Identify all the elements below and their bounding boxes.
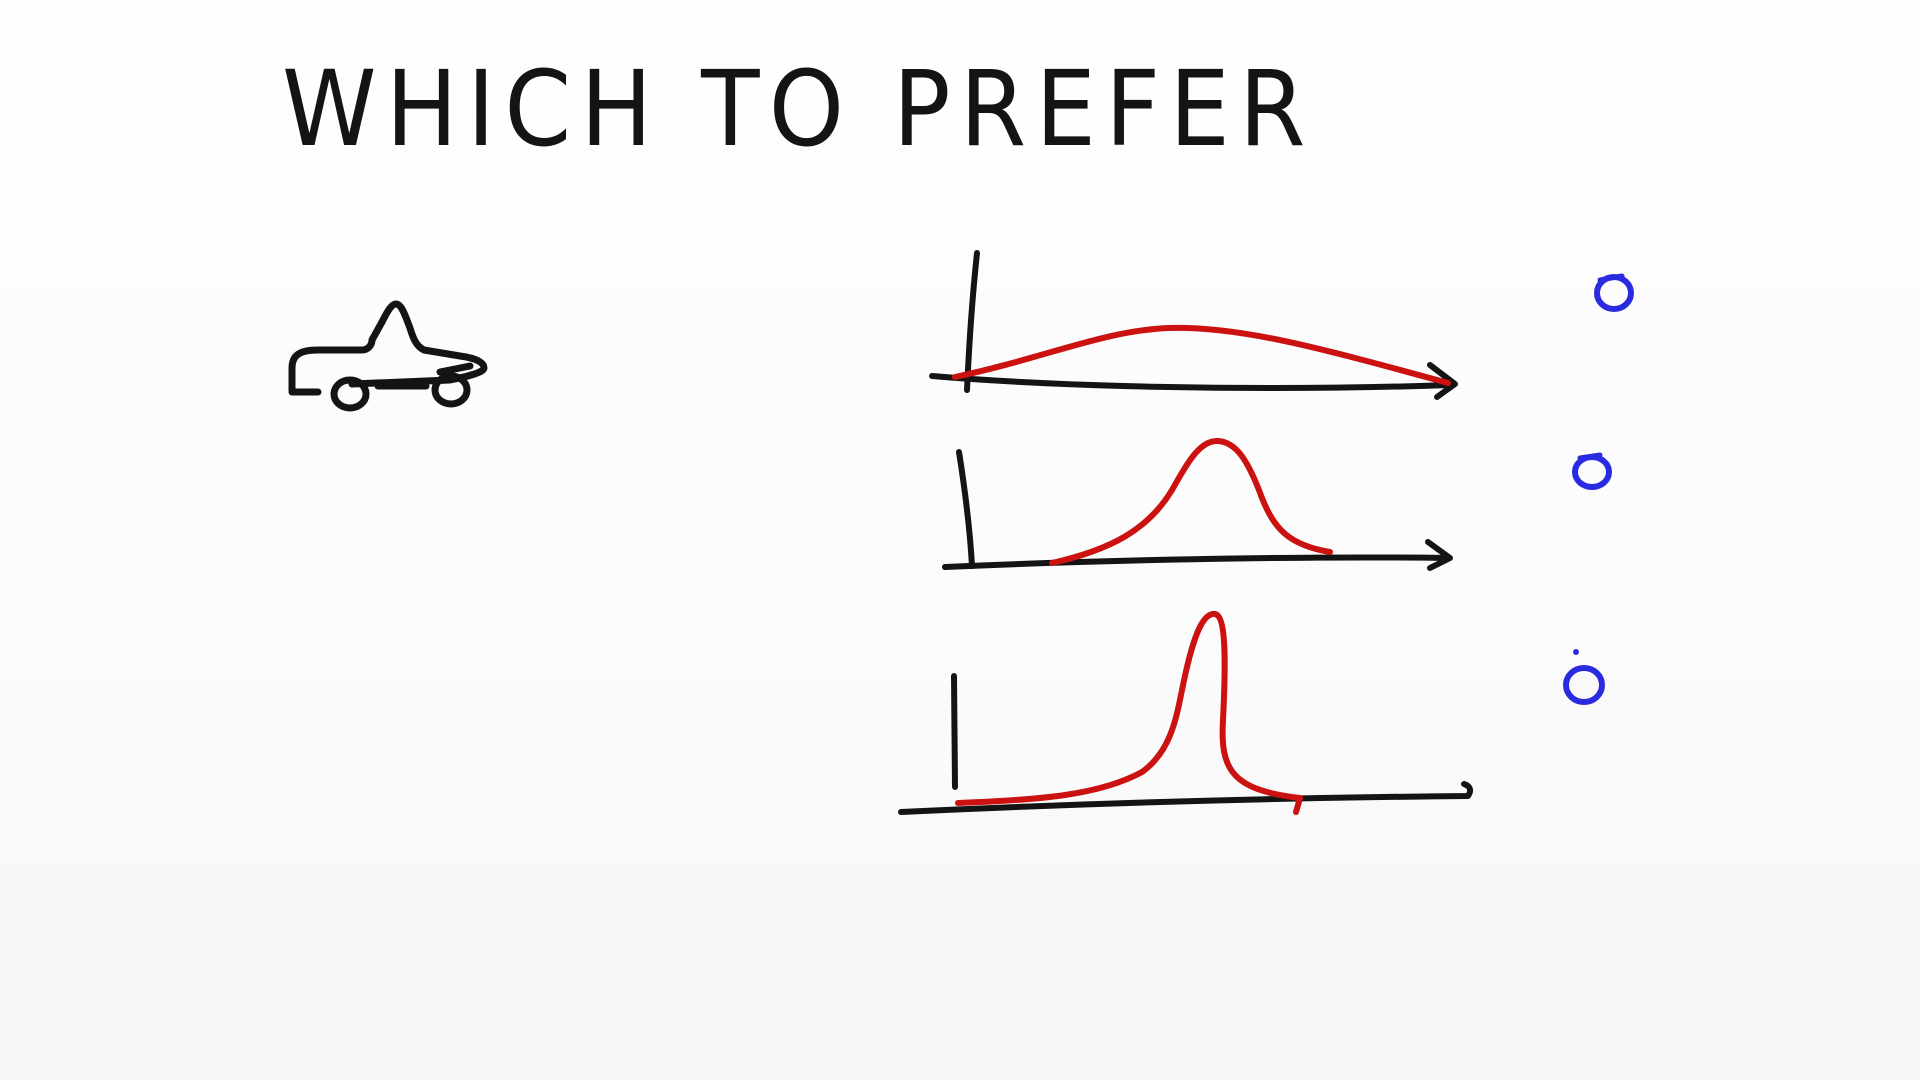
- x-axis-2: [942, 539, 1453, 571]
- y-axis-3: [951, 673, 958, 790]
- car-icon: [288, 300, 488, 412]
- page-title: WHICH TO PREFER: [282, 48, 1315, 170]
- x-axis-3: [898, 781, 1474, 815]
- density-curve-3: [955, 611, 1303, 815]
- choice-circle-3[interactable]: [1563, 665, 1605, 705]
- density-curve-2: [1049, 438, 1333, 566]
- choice-options: [1563, 273, 1634, 705]
- distribution-plot-2: [942, 438, 1453, 571]
- choice-circle-2[interactable]: [1572, 454, 1612, 490]
- density-curve-1: [952, 324, 1451, 386]
- x-axis-1: [929, 362, 1458, 400]
- distribution-plot-3: [898, 611, 1474, 815]
- distribution-plot-1: [929, 250, 1458, 400]
- y-axis-2: [956, 449, 975, 569]
